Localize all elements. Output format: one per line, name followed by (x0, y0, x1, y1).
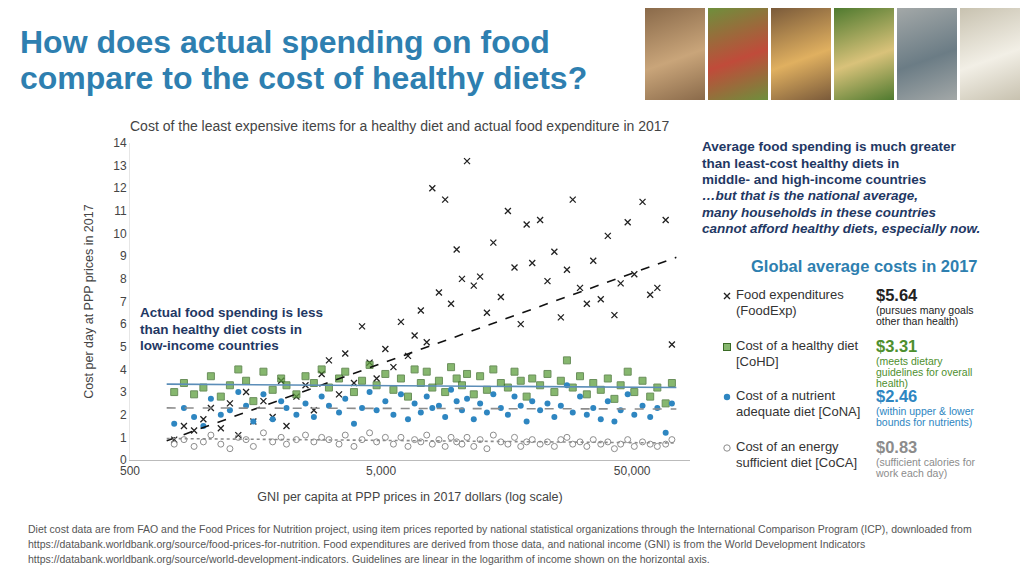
html-text:health): health) (876, 377, 909, 389)
html-text:work each day): work each day) (876, 467, 948, 479)
html-text:than healthy diet costs in: than healthy diet costs in (140, 321, 302, 337)
html-text:Average food spending is much: Average food spending is much greater (702, 139, 956, 154)
html-text:bounds for nutrients): bounds for nutrients) (876, 416, 973, 428)
html-text:(meets dietary: (meets dietary (876, 355, 943, 367)
svg-text:10: 10 (113, 227, 127, 241)
svg-text:1: 1 (120, 431, 127, 445)
html-text:adequate diet [CoNA]: adequate diet [CoNA] (736, 404, 861, 419)
svg-text:8: 8 (120, 272, 127, 286)
html-text:$5.64: $5.64 (876, 286, 918, 304)
html-text:guidelines for overall: guidelines for overall (876, 366, 973, 378)
svg-text:4: 4 (120, 363, 127, 377)
svg-text:2: 2 (120, 408, 127, 422)
svg-text:500: 500 (120, 464, 140, 478)
html-text:(within upper & lower: (within upper & lower (876, 405, 974, 417)
html-text:Diet cost data are from FAO an: Diet cost data are from FAO and the Food… (28, 523, 972, 565)
svg-text:14: 14 (113, 136, 127, 150)
html-text:Cost of an energy: Cost of an energy (736, 439, 839, 454)
svg-text:5: 5 (120, 340, 127, 354)
html-text:[CoHD]: [CoHD] (736, 354, 779, 369)
html-text:sufficient diet [CoCA]: sufficient diet [CoCA] (736, 455, 858, 470)
html-text:Actual food spending is less: Actual food spending is less (140, 305, 323, 320)
html-text:other than health): other than health) (876, 315, 959, 327)
html-text:$3.31: $3.31 (876, 337, 918, 355)
html-text:$0.83: $0.83 (876, 438, 918, 456)
svg-text:6: 6 (120, 317, 127, 331)
html-text:compare to the cost of healthy: compare to the cost of healthy diets? (20, 60, 588, 96)
html-text:Cost of a nutrient: Cost of a nutrient (736, 388, 835, 403)
svg-text:Cost per day at PPP prices in: Cost per day at PPP prices in 2017 (82, 204, 96, 398)
html-text:(pursues many goals: (pursues many goals (876, 304, 974, 316)
svg-text:50,000: 50,000 (614, 464, 651, 478)
html-text:low-income countries: low-income countries (140, 338, 279, 353)
svg-text:0: 0 (120, 453, 127, 467)
html-text:than least-cost healthy diets: than least-cost healthy diets in (702, 155, 900, 171)
svg-text:GNI per capita at PPP prices i: GNI per capita at PPP prices in 2017 dol… (257, 490, 562, 504)
html-text:(FoodExp): (FoodExp) (736, 303, 797, 318)
svg-text:Cost of the least expensive it: Cost of the least expensive items for a … (130, 118, 670, 134)
html-text:cannot afford healthy diets, e: cannot afford healthy diets, especially … (702, 221, 981, 236)
html-text:Cost of a healthy diet: Cost of a healthy diet (736, 338, 859, 353)
svg-text:5,000: 5,000 (366, 464, 396, 478)
html-text:Food expenditures: Food expenditures (736, 287, 844, 302)
svg-text:13: 13 (113, 159, 127, 173)
svg-text:3: 3 (120, 385, 127, 399)
html-text:middle- and high-income countr: middle- and high-income countries (702, 172, 927, 187)
html-text:many households in these count: many households in these countries (702, 204, 937, 220)
html-text:(sufficient calories for: (sufficient calories for (876, 456, 975, 468)
html-text:$2.46: $2.46 (876, 387, 918, 405)
svg-text:11: 11 (114, 204, 127, 218)
html-text:…but that is the national aver: …but that is the national average, (702, 188, 918, 203)
html-text:Global average costs in 2017: Global average costs in 2017 (751, 257, 978, 275)
svg-text:7: 7 (120, 295, 127, 309)
svg-text:9: 9 (120, 249, 127, 263)
svg-text:12: 12 (113, 181, 127, 195)
html-text:How does actual spending on fo: How does actual spending on food (20, 24, 550, 60)
